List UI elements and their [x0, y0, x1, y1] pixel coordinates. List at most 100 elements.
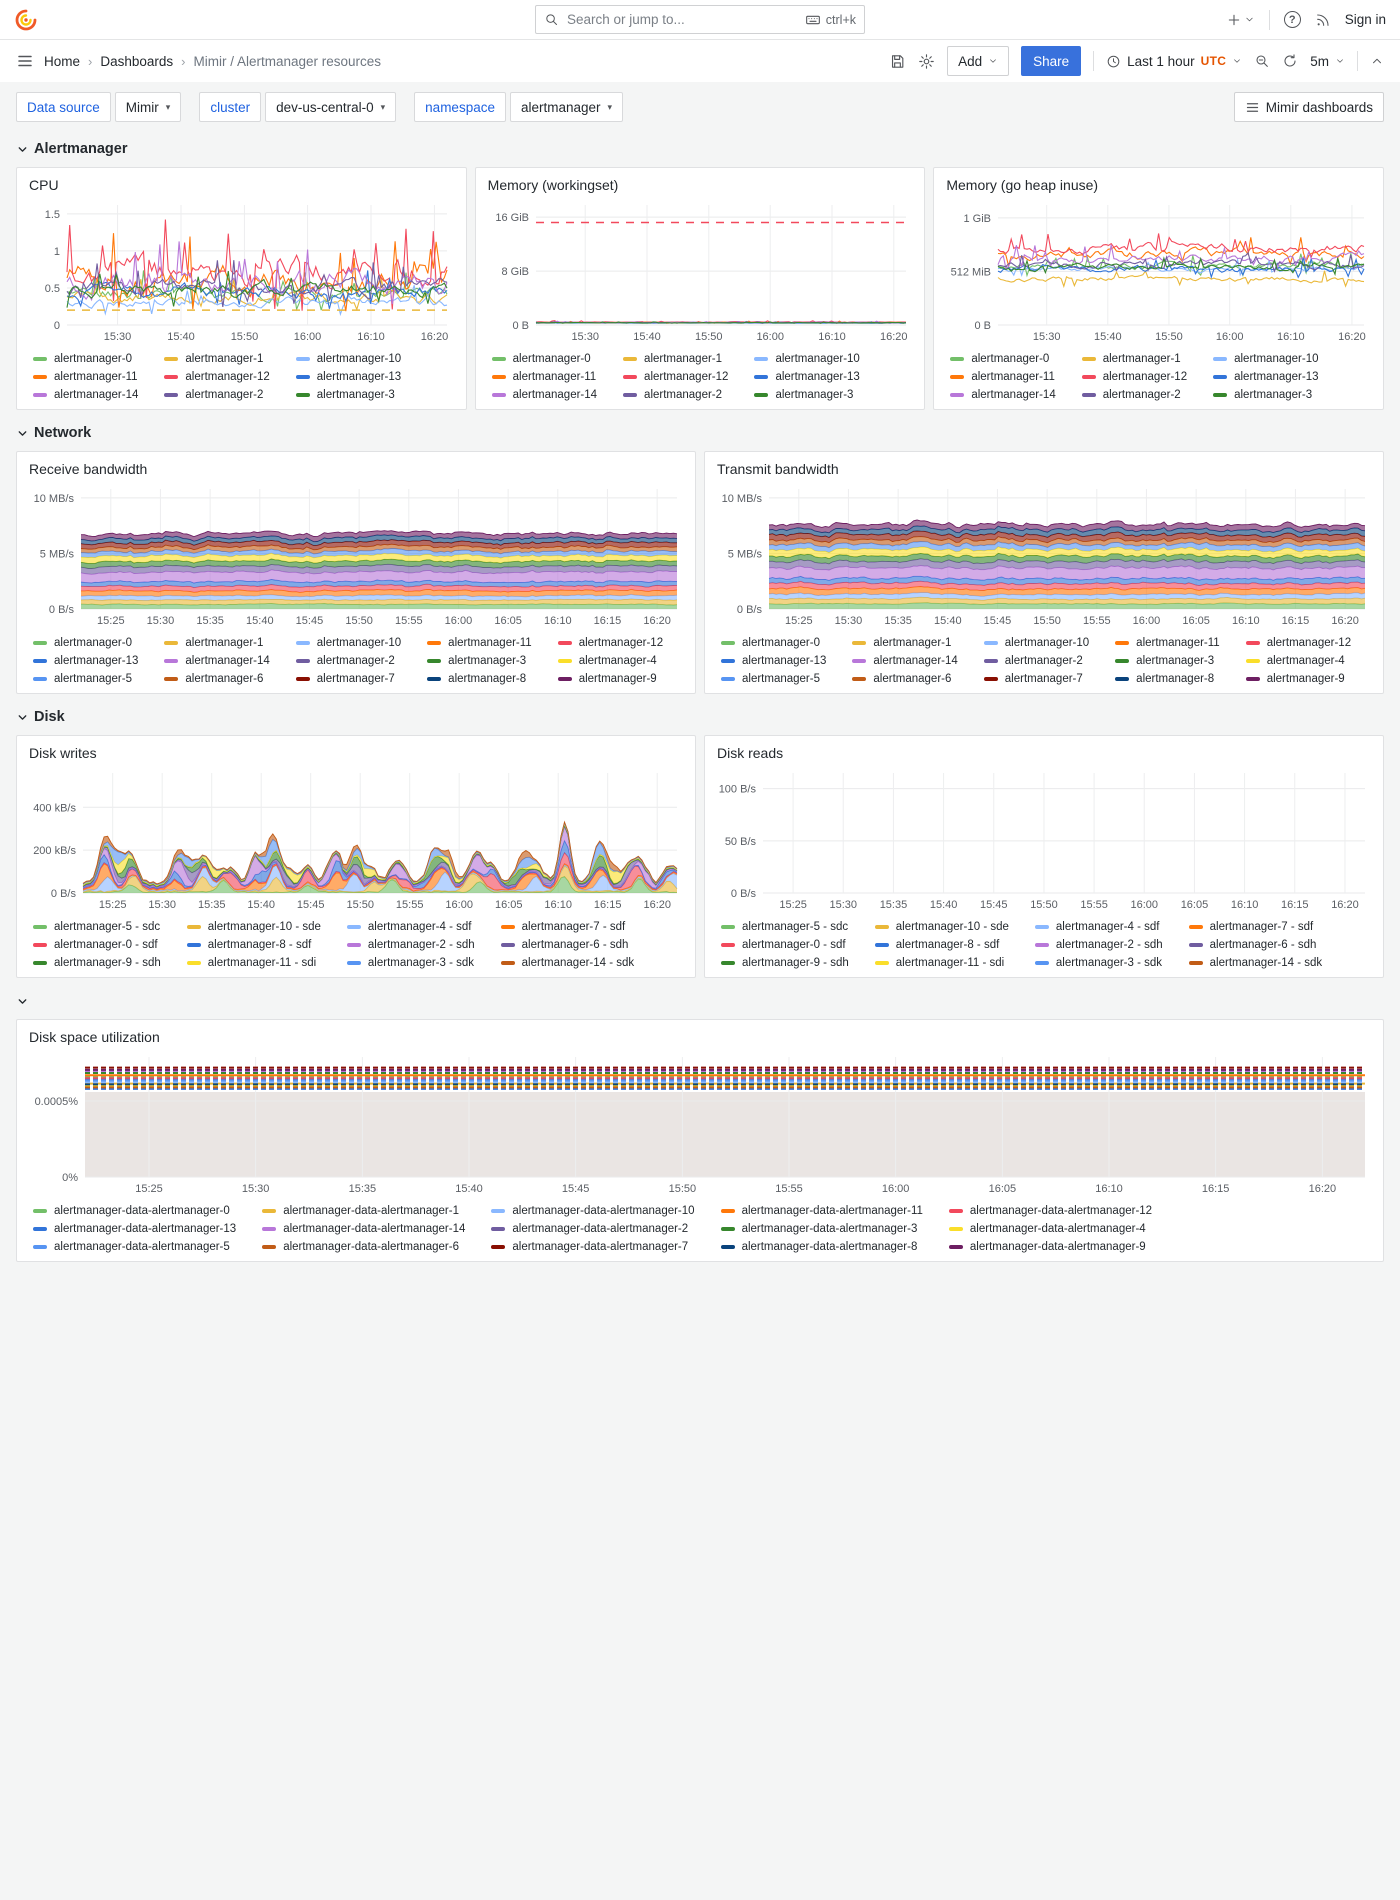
legend-item[interactable]: alertmanager-14 - sdk: [500, 957, 634, 969]
panel-title[interactable]: Memory (go heap inuse): [946, 177, 1099, 193]
chart-disk-space[interactable]: 0% 0.0005% 15:25 15:30 15:35 15:40 15:45 15:50 1…: [29, 1049, 1371, 1199]
legend-item[interactable]: alertmanager-8 - sdf: [874, 939, 1009, 951]
legend-item[interactable]: alertmanager-13: [33, 655, 138, 667]
filter-value-dropdown[interactable]: dev-us-central-0 ▾: [265, 92, 397, 122]
legend-item[interactable]: alertmanager-0: [33, 353, 138, 365]
legend-item[interactable]: alertmanager-11: [1115, 637, 1220, 649]
legend-item[interactable]: alertmanager-13: [295, 371, 401, 383]
legend-item[interactable]: alertmanager-6 - sdh: [500, 939, 635, 951]
legend-item[interactable]: alertmanager-data-alertmanager-9: [948, 1241, 1152, 1253]
legend-item[interactable]: alertmanager-14: [852, 655, 958, 667]
search-box[interactable]: ctrl+k: [535, 5, 865, 34]
legend-item[interactable]: alertmanager-2 - sdh: [1034, 939, 1163, 951]
legend-item[interactable]: alertmanager-0: [950, 353, 1055, 365]
time-range-picker[interactable]: Last 1 hour UTC: [1106, 54, 1242, 69]
legend-item[interactable]: alertmanager-14: [164, 655, 270, 667]
legend-item[interactable]: alertmanager-11: [33, 371, 138, 383]
legend-item[interactable]: alertmanager-13: [754, 371, 860, 383]
legend-item[interactable]: alertmanager-4: [557, 655, 663, 667]
section-header-disk[interactable]: Disk: [16, 706, 1384, 728]
legend-item[interactable]: alertmanager-0: [491, 353, 597, 365]
section-header-alertmanager[interactable]: Alertmanager: [16, 138, 1384, 160]
section-header-untitled[interactable]: [16, 990, 1384, 1012]
legend-item[interactable]: alertmanager-13: [1213, 371, 1319, 383]
legend-item[interactable]: alertmanager-data-alertmanager-0: [33, 1205, 236, 1217]
legend-item[interactable]: alertmanager-7 - sdf: [1188, 921, 1323, 933]
legend-item[interactable]: alertmanager-12: [557, 637, 663, 649]
search-input[interactable]: [567, 12, 797, 27]
new-menu-button[interactable]: [1226, 12, 1255, 28]
legend-item[interactable]: alertmanager-2 - sdh: [346, 939, 475, 951]
panel-title[interactable]: Disk writes: [29, 745, 97, 761]
legend-item[interactable]: alertmanager-1: [164, 637, 269, 649]
legend-item[interactable]: alertmanager-8: [427, 673, 532, 685]
legend-item[interactable]: alertmanager-data-alertmanager-13: [33, 1223, 236, 1235]
legend-item[interactable]: alertmanager-12: [1081, 371, 1187, 383]
legend-item[interactable]: alertmanager-11: [950, 371, 1055, 383]
legend-item[interactable]: alertmanager-8 - sdf: [186, 939, 321, 951]
chart-net-rx[interactable]: 0 B/s 5 MB/s 10 MB/s 15:25 15:30 15:35 15:40 15…: [29, 481, 683, 631]
legend-item[interactable]: alertmanager-7 - sdf: [500, 921, 635, 933]
chart-disk-reads[interactable]: 0 B/s 50 B/s 100 B/s 15:25 15:30 15:35 15:40 15…: [717, 765, 1371, 915]
legend-item[interactable]: alertmanager-11: [427, 637, 532, 649]
panel-title[interactable]: Receive bandwidth: [29, 461, 148, 477]
panel-title[interactable]: CPU: [29, 177, 59, 193]
chart-mem-ws[interactable]: 0 B 8 GiB 16 GiB 15:30 15:40 15:50 16:00 16:10 1…: [488, 197, 912, 347]
legend-item[interactable]: alertmanager-4: [1245, 655, 1351, 667]
legend-item[interactable]: alertmanager-10: [754, 353, 860, 365]
legend-item[interactable]: alertmanager-8: [1115, 673, 1220, 685]
menu-icon[interactable]: [16, 52, 34, 70]
legend-item[interactable]: alertmanager-10: [295, 353, 401, 365]
legend-item[interactable]: alertmanager-data-alertmanager-4: [948, 1223, 1152, 1235]
filter-value-dropdown[interactable]: Mimir ▾: [114, 92, 182, 122]
add-button[interactable]: Add: [947, 46, 1010, 76]
legend-item[interactable]: alertmanager-13: [721, 655, 826, 667]
breadcrumb-item[interactable]: Home: [44, 53, 81, 69]
legend-item[interactable]: alertmanager-data-alertmanager-12: [948, 1205, 1152, 1217]
legend-item[interactable]: alertmanager-10: [1213, 353, 1319, 365]
legend-item[interactable]: alertmanager-7: [295, 673, 401, 685]
legend-item[interactable]: alertmanager-3: [1213, 389, 1318, 401]
legend-item[interactable]: alertmanager-12: [164, 371, 270, 383]
filter-label[interactable]: namespace: [414, 92, 506, 122]
refresh-icon[interactable]: [1282, 53, 1298, 69]
filter-label[interactable]: cluster: [199, 92, 262, 122]
legend-item[interactable]: alertmanager-9: [1245, 673, 1351, 685]
legend-item[interactable]: alertmanager-11 - sdi: [874, 957, 1009, 969]
legend-item[interactable]: alertmanager-12: [1245, 637, 1351, 649]
legend-item[interactable]: alertmanager-7: [983, 673, 1089, 685]
legend-item[interactable]: alertmanager-0 - sdf: [721, 939, 849, 951]
chart-net-tx[interactable]: 0 B/s 5 MB/s 10 MB/s 15:25 15:30 15:35 15:40 15…: [717, 481, 1371, 631]
legend-item[interactable]: alertmanager-5: [721, 673, 826, 685]
legend-item[interactable]: alertmanager-3 - sdk: [346, 957, 475, 969]
legend-item[interactable]: alertmanager-6: [852, 673, 957, 685]
legend-item[interactable]: alertmanager-10: [295, 637, 401, 649]
grafana-logo[interactable]: [14, 8, 38, 32]
legend-item[interactable]: alertmanager-5 - sdc: [33, 921, 161, 933]
legend-item[interactable]: alertmanager-1: [164, 353, 269, 365]
legend-item[interactable]: alertmanager-11: [491, 371, 597, 383]
legend-item[interactable]: alertmanager-5 - sdc: [721, 921, 849, 933]
gear-icon[interactable]: [918, 53, 935, 70]
legend-item[interactable]: alertmanager-11 - sdi: [186, 957, 321, 969]
legend-item[interactable]: alertmanager-3: [754, 389, 859, 401]
legend-item[interactable]: alertmanager-5: [33, 673, 138, 685]
legend-item[interactable]: alertmanager-3 - sdk: [1034, 957, 1163, 969]
sign-in-link[interactable]: Sign in: [1344, 12, 1386, 27]
legend-item[interactable]: alertmanager-9: [557, 673, 663, 685]
legend-item[interactable]: alertmanager-0: [33, 637, 138, 649]
legend-item[interactable]: alertmanager-data-alertmanager-5: [33, 1241, 236, 1253]
filter-value-dropdown[interactable]: alertmanager ▾: [509, 92, 624, 122]
legend-item[interactable]: alertmanager-data-alertmanager-2: [491, 1223, 694, 1235]
refresh-interval-picker[interactable]: 5m: [1310, 54, 1345, 69]
legend-item[interactable]: alertmanager-4 - sdf: [1034, 921, 1163, 933]
panel-title[interactable]: Transmit bandwidth: [717, 461, 839, 477]
panel-title[interactable]: Memory (workingset): [487, 177, 619, 193]
legend-item[interactable]: alertmanager-0 - sdf: [33, 939, 161, 951]
chart-disk-writes[interactable]: 0 B/s 200 kB/s 400 kB/s 15:25 15:30 15:35 15:4…: [29, 765, 683, 915]
legend-item[interactable]: alertmanager-14 - sdk: [1188, 957, 1322, 969]
chart-cpu[interactable]: 0 0.5 1 1.5 15:30 15:40 15:50 16:00 16:10 16:20: [29, 197, 453, 347]
save-icon[interactable]: [889, 53, 906, 70]
help-icon[interactable]: ?: [1283, 11, 1301, 28]
legend-item[interactable]: alertmanager-data-alertmanager-6: [262, 1241, 465, 1253]
